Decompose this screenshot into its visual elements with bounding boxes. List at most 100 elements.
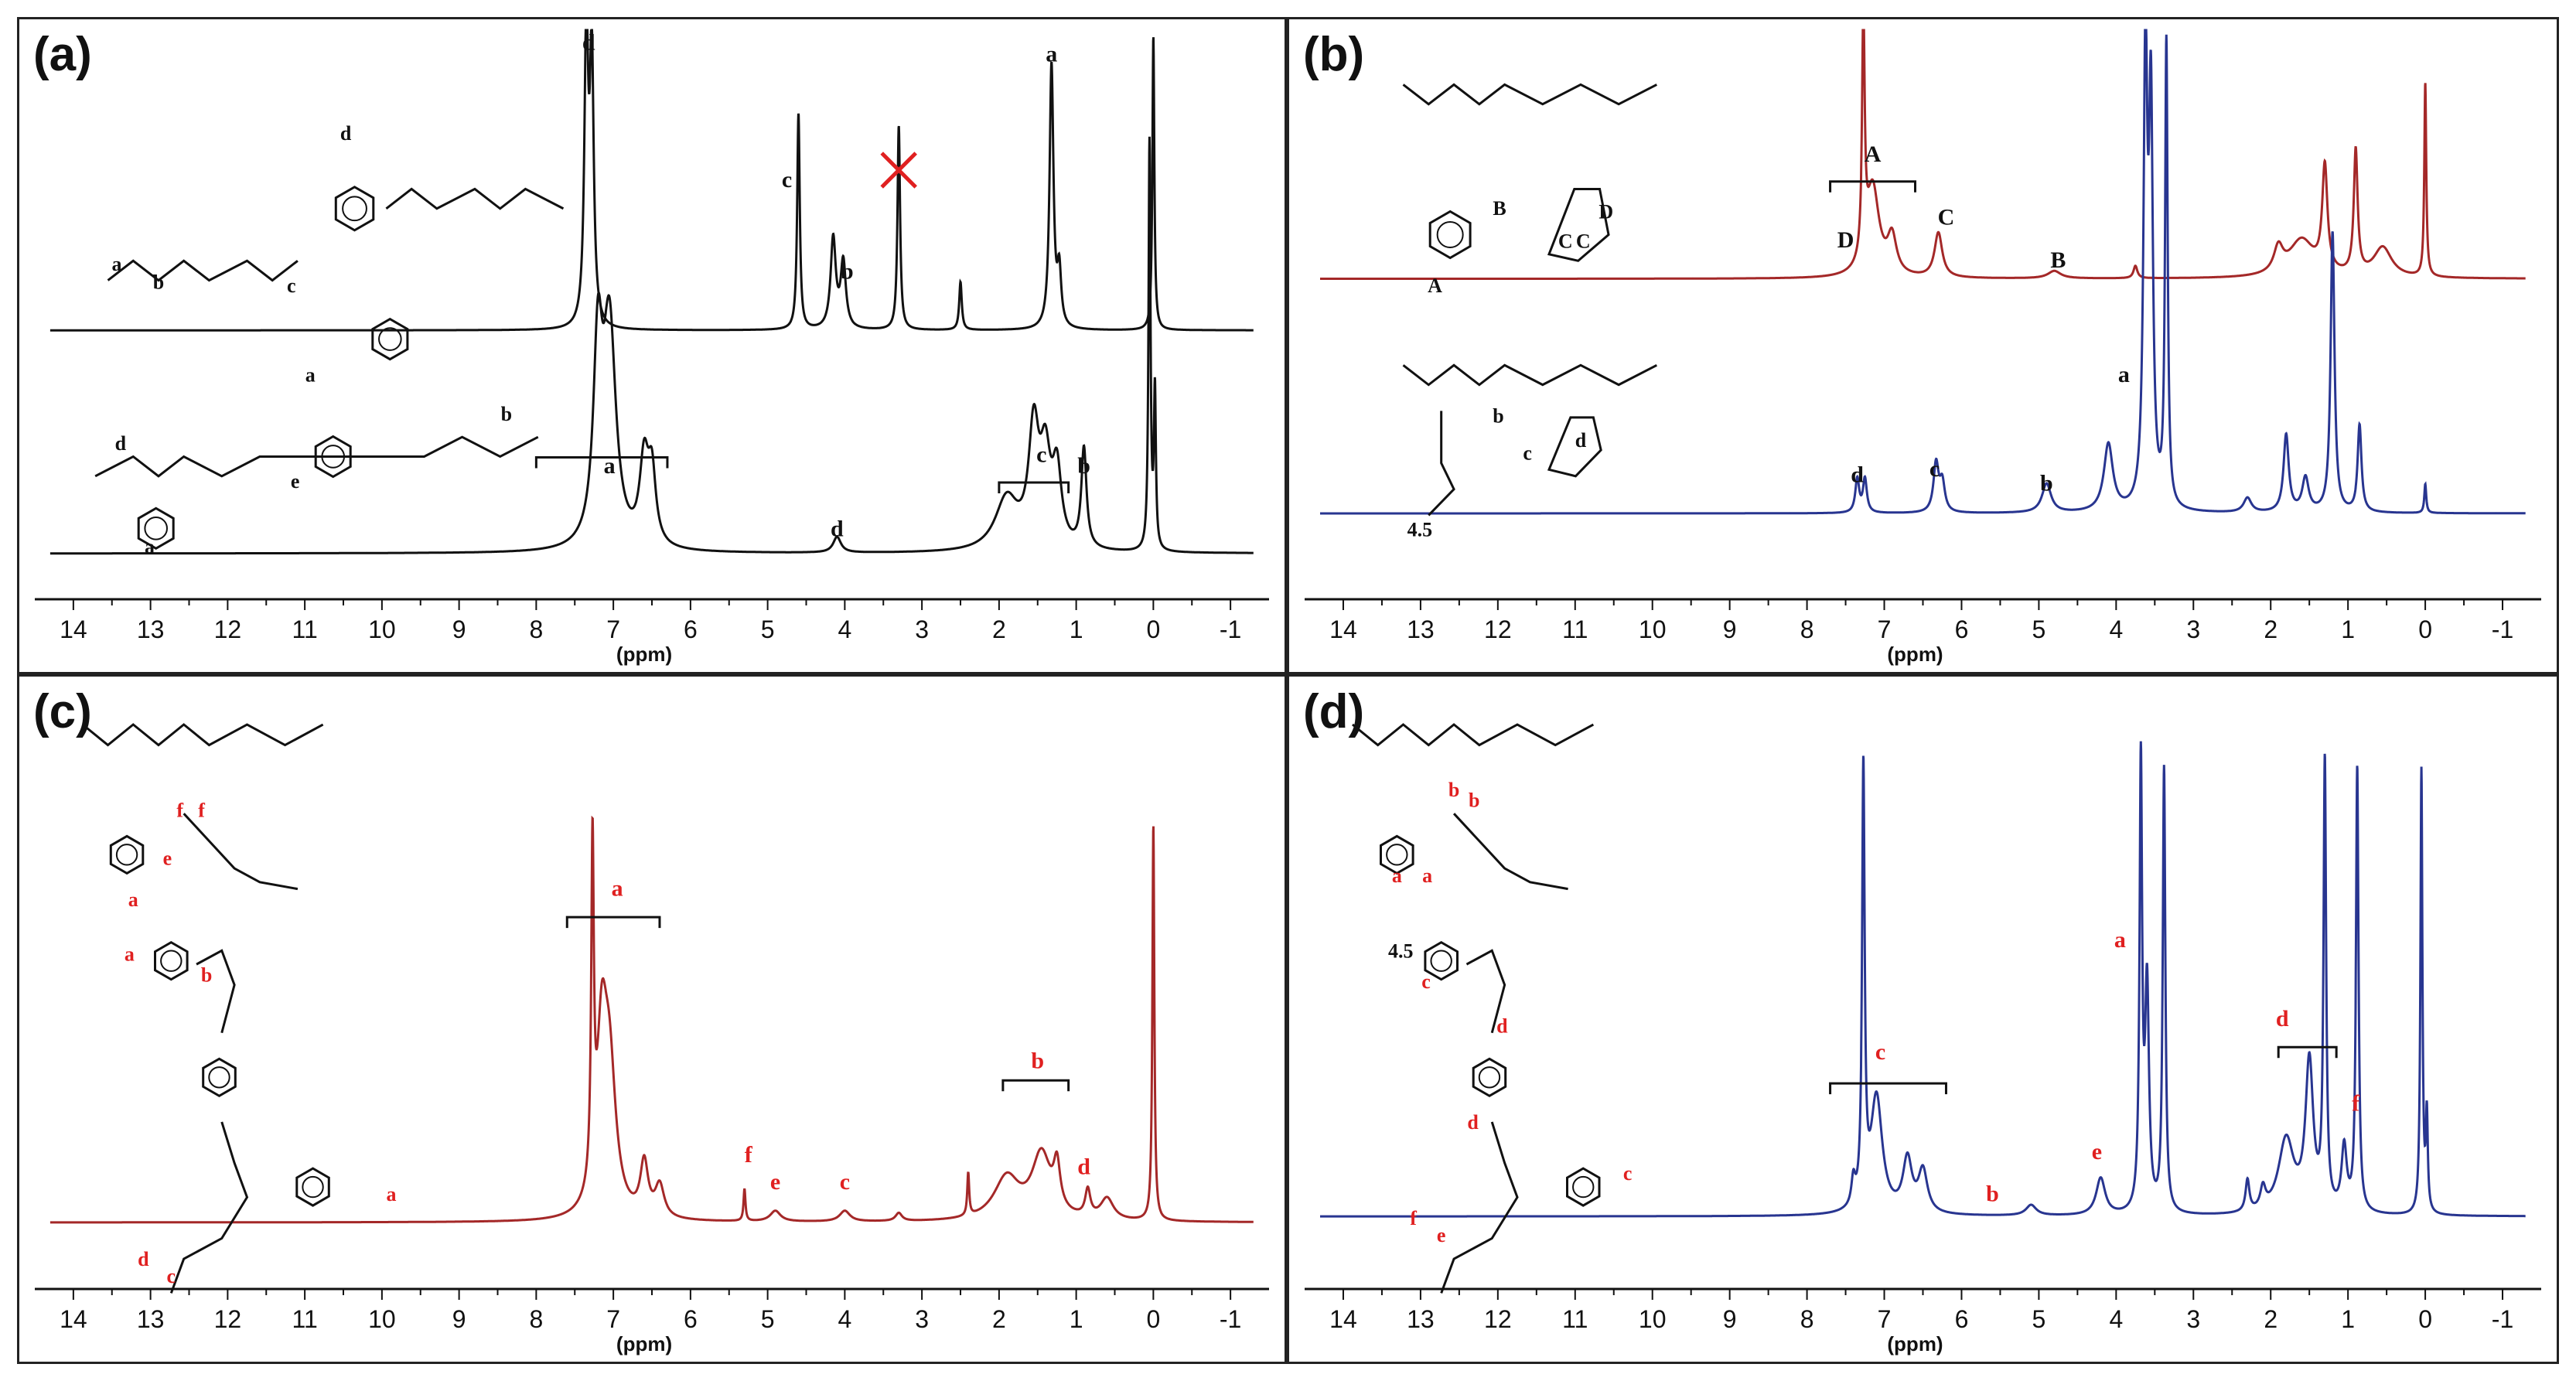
peak-label: C (1938, 204, 1955, 230)
bond-chain (1352, 723, 1595, 747)
panel-a: 14 13 12 11 10 9 8 7 6 5 4 3 2 1 0 -1 (ppm) d c b a a d c b d a b c a… (17, 17, 1287, 674)
aromatic-circle (144, 517, 168, 540)
aromatic-circle (1436, 221, 1464, 249)
bond-chain (1428, 411, 1455, 517)
x-tick-label: 7 (1878, 615, 1892, 643)
x-tick-label: 14 (60, 615, 87, 643)
integration-bracket (2277, 1045, 2338, 1059)
integration-bracket (1001, 1079, 1070, 1092)
structure-label: a (1392, 864, 1402, 887)
aromatic-circle (160, 950, 183, 972)
x-tick-label: 1 (2341, 1305, 2355, 1333)
x-tick-label: 7 (606, 615, 620, 643)
benzene-ring (371, 317, 409, 361)
spectrum-line (1320, 29, 2526, 280)
structure-label: b (1469, 789, 1479, 811)
bond-chain (107, 259, 299, 282)
x-tick-label: 10 (1639, 1305, 1667, 1333)
peak-label: c (840, 1169, 850, 1195)
x-tick-label: 13 (1407, 1305, 1435, 1333)
structure-label: c (1623, 1162, 1633, 1185)
benzene-ring (109, 834, 145, 875)
x-tick-label: 12 (1484, 615, 1512, 643)
x-tick-label: 12 (1484, 1305, 1512, 1333)
structure-label: f (1410, 1207, 1417, 1229)
x-tick-label: 9 (1723, 615, 1737, 643)
peak-label: d (831, 517, 844, 542)
x-tick-label: 2 (2264, 615, 2277, 643)
structure-label: c (1523, 442, 1532, 465)
peak-label: d (1851, 462, 1864, 487)
x-tick-label: 11 (292, 1305, 318, 1333)
x-axis-label: (ppm) (616, 1332, 672, 1355)
x-tick-label: 10 (368, 615, 396, 643)
structure-label: c (287, 274, 296, 297)
x-tick-label: 11 (1562, 615, 1588, 643)
x-tick-label: 12 (214, 1305, 242, 1333)
structure-label: D (1598, 200, 1613, 223)
structure-label: e (1437, 1224, 1446, 1246)
panel-c: 14 13 12 11 10 9 8 7 6 5 4 3 2 1 0 -1 (ppm) a f e c b d a e f f a b a… (17, 674, 1287, 1364)
x-tick-label: 12 (214, 615, 242, 643)
chemical-structure: d a b c a b d e a (94, 122, 565, 558)
structure-label: e (291, 470, 300, 493)
x-tick-label: -1 (1220, 1305, 1241, 1333)
x-tick-label: -1 (2492, 1305, 2513, 1333)
furan-ring (1547, 187, 1610, 262)
x-tick-label: -1 (1220, 615, 1241, 643)
x-tick-label: 6 (684, 1305, 698, 1333)
panel-label: (c) (33, 685, 92, 738)
peak-label: b (1986, 1182, 1999, 1207)
peak-label: a (604, 453, 616, 479)
benzene-ring (137, 506, 175, 551)
integration-bracket (998, 481, 1070, 494)
spectrum-line (1320, 29, 2526, 515)
x-axis-label: (ppm) (1887, 1332, 1943, 1355)
chemical-structure: 4.5 a a b b c d d c fe (1352, 723, 1633, 1294)
structure-label: C (1558, 230, 1573, 252)
peak-label: f (745, 1142, 753, 1168)
x-tick-label: 9 (452, 615, 466, 643)
x-tick-label: 6 (1955, 1305, 1969, 1333)
structure-label: 4.5 (1407, 518, 1433, 540)
x-tick-label: 8 (1800, 615, 1814, 643)
peak-label: a (1046, 41, 1057, 66)
x-tick-label: 5 (2032, 615, 2046, 643)
benzene-ring (154, 940, 189, 981)
structure-label: d (1575, 429, 1587, 452)
x-tick-label: 2 (992, 615, 1006, 643)
bond-chain (81, 723, 324, 747)
benzene-ring (1428, 210, 1472, 260)
structure-label: a (145, 535, 155, 558)
bond-chain (1465, 949, 1506, 1034)
structure-label: e (163, 847, 172, 870)
panel-d: 14 13 12 11 10 9 8 7 6 5 4 3 2 1 0 -1 (ppm) a c b e d f 4.5 a a b b… (1287, 674, 2559, 1364)
x-tick-label: 4 (2109, 1305, 2123, 1333)
x-tick-label: 6 (684, 615, 698, 643)
aromatic-circle (1430, 950, 1452, 972)
x-tick-label: 3 (2186, 615, 2200, 643)
x-tick-label: 1 (1070, 615, 1083, 643)
spectrum-line (49, 136, 1254, 555)
benzene-ring (1380, 834, 1414, 875)
panel-label: (a) (33, 28, 92, 81)
structure-label: d (340, 122, 352, 145)
structure-label: 4.5 (1388, 939, 1414, 962)
x-tick-label: 8 (529, 615, 543, 643)
peak-label: c (1929, 456, 1940, 482)
x-tick-label: 9 (452, 1305, 466, 1333)
peak-label: b (1077, 453, 1090, 479)
aromatic-circle (342, 196, 367, 222)
structure-label: A (1428, 274, 1442, 297)
structure-label: b (501, 403, 512, 425)
structure-label: b (1493, 405, 1503, 428)
bond-chain (385, 187, 565, 210)
x-tick-label: 11 (1562, 1305, 1588, 1333)
bond-chain (1402, 83, 1657, 106)
bond-chain (196, 949, 236, 1034)
structure-label: B (1493, 197, 1506, 220)
